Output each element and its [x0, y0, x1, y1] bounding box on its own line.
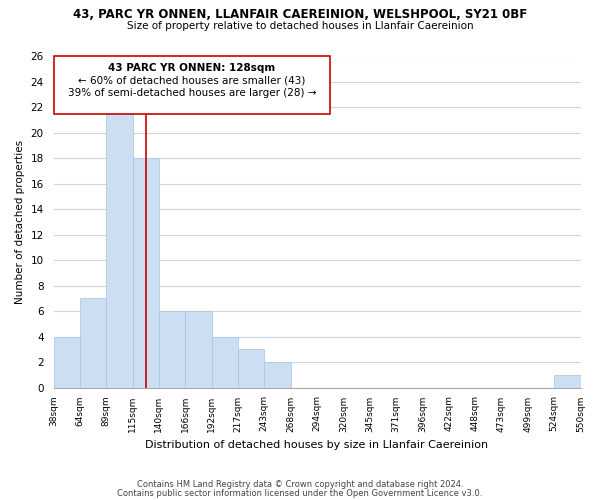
Text: Contains public sector information licensed under the Open Government Licence v3: Contains public sector information licen… [118, 489, 482, 498]
Text: 43 PARC YR ONNEN: 128sqm: 43 PARC YR ONNEN: 128sqm [108, 63, 275, 73]
Text: Size of property relative to detached houses in Llanfair Caereinion: Size of property relative to detached ho… [127, 21, 473, 31]
Bar [159, 311, 185, 388]
Text: 43, PARC YR ONNEN, LLANFAIR CAEREINION, WELSHPOOL, SY21 0BF: 43, PARC YR ONNEN, LLANFAIR CAEREINION, … [73, 8, 527, 20]
Bar [80, 298, 106, 388]
Y-axis label: Number of detached properties: Number of detached properties [15, 140, 25, 304]
Bar [554, 375, 581, 388]
FancyBboxPatch shape [53, 56, 330, 114]
Bar [133, 158, 159, 388]
Bar [185, 311, 212, 388]
Bar [265, 362, 290, 388]
Bar [53, 336, 80, 388]
Text: Contains HM Land Registry data © Crown copyright and database right 2024.: Contains HM Land Registry data © Crown c… [137, 480, 463, 489]
Bar [238, 350, 265, 388]
X-axis label: Distribution of detached houses by size in Llanfair Caereinion: Distribution of detached houses by size … [145, 440, 488, 450]
Bar [212, 336, 238, 388]
Bar [106, 108, 133, 388]
Text: 39% of semi-detached houses are larger (28) →: 39% of semi-detached houses are larger (… [68, 88, 316, 99]
Text: ← 60% of detached houses are smaller (43): ← 60% of detached houses are smaller (43… [78, 76, 305, 86]
